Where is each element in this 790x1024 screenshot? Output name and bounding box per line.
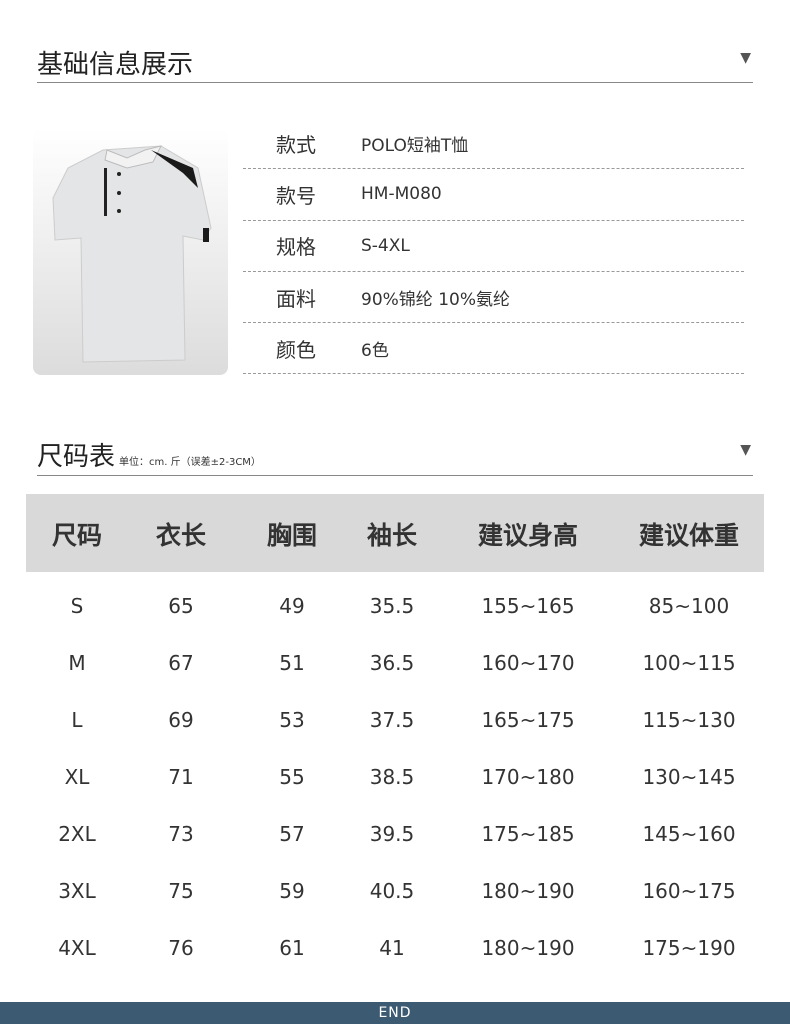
info-row: 款式 POLO短袖T恤 [243,118,744,170]
info-label: 面料 [276,286,316,311]
table-cell: 53 [279,708,305,732]
size-chart-header: 尺码表 单位：cm. 斤（误差±2-3CM） ▼ [37,436,753,476]
table-cell: XL [64,765,90,789]
product-image [33,128,228,375]
table-cell: 115~130 [642,708,736,732]
table-cell: 76 [168,936,194,960]
table-cell: 130~145 [642,765,736,789]
table-row: M 67 51 36.5 160~170 100~115 [0,651,790,681]
info-value: HM-M080 [361,184,442,205]
table-cell: 180~190 [481,936,575,960]
table-cell: 59 [279,879,305,903]
table-row: XL 71 55 38.5 170~180 130~145 [0,765,790,795]
table-cell: 4XL [58,936,96,960]
table-cell: 38.5 [369,765,415,789]
table-cell: 57 [279,822,305,846]
info-label: 颜色 [276,337,316,362]
table-cell: 170~180 [481,765,575,789]
table-cell: 75 [168,879,194,903]
table-cell: 2XL [58,822,96,846]
table-cell: 175~185 [481,822,575,846]
info-row: 款号 HM-M080 [243,169,744,221]
column-header: 建议身高 [477,521,579,550]
table-cell: 73 [168,822,194,846]
table-cell: 41 [379,936,405,960]
column-header: 衣长 [155,521,207,550]
info-row: 面料 90%锦纶 10%氨纶 [243,272,744,324]
size-table-header: 尺码 衣长 胸围 袖长 建议身高 建议体重 [26,494,764,572]
info-value: 6色 [361,340,389,361]
table-cell: 39.5 [369,822,415,846]
info-value: 90%锦纶 10%氨纶 [361,289,510,310]
table-cell: 165~175 [481,708,575,732]
info-row: 规格 S-4XL [243,221,744,272]
collapse-triangle-icon[interactable]: ▼ [740,50,751,66]
column-header: 胸围 [266,521,318,550]
column-header: 袖长 [366,521,418,550]
table-cell: S [70,594,84,618]
info-label: 款式 [276,132,316,157]
table-cell: 175~190 [642,936,736,960]
basic-info-header: 基础信息展示 ▼ [37,44,753,83]
info-value: S-4XL [361,235,410,256]
table-row: 3XL 75 59 40.5 180~190 160~175 [0,879,790,909]
table-cell: 49 [279,594,305,618]
table-cell: 65 [168,594,194,618]
table-cell: 67 [168,651,194,675]
table-row: S 65 49 35.5 155~165 85~100 [0,594,790,624]
table-cell: 35.5 [369,594,415,618]
table-cell: 37.5 [369,708,415,732]
table-cell: 160~175 [642,879,736,903]
table-row: 4XL 76 61 41 180~190 175~190 [0,936,790,966]
table-cell: 55 [279,765,305,789]
table-cell: L [71,708,83,732]
info-label: 规格 [276,235,316,260]
size-chart-title: 尺码表 [37,442,116,472]
table-cell: 85~100 [648,594,730,618]
table-cell: 100~115 [642,651,736,675]
table-cell: 51 [279,651,305,675]
table-cell: M [68,651,86,675]
table-cell: 69 [168,708,194,732]
table-cell: 3XL [58,879,96,903]
table-cell: 71 [168,765,194,789]
table-cell: 155~165 [481,594,575,618]
table-row: 2XL 73 57 39.5 175~185 145~160 [0,822,790,852]
table-cell: 180~190 [481,879,575,903]
table-row: L 69 53 37.5 165~175 115~130 [0,708,790,738]
basic-info-list: 款式 POLO短袖T恤款号 HM-M080 规格 S-4XL 面料 90%锦纶 10%氨纶颜… [243,118,744,375]
collapse-triangle-icon[interactable]: ▼ [740,442,751,458]
table-cell: 40.5 [369,879,415,903]
size-chart-unit: 单位：cm. 斤（误差±2-3CM） [119,457,261,468]
info-row: 颜色 6色 [243,323,744,375]
column-header: 尺码 [51,521,103,550]
table-cell: 61 [279,936,305,960]
end-footer: END [0,1002,790,1024]
column-header: 建议体重 [638,521,740,550]
table-cell: 36.5 [369,651,415,675]
table-cell: 145~160 [642,822,736,846]
table-cell: 160~170 [481,651,575,675]
basic-info-title: 基础信息展示 [37,50,194,80]
info-value: POLO短袖T恤 [361,135,469,156]
info-label: 款号 [276,183,316,208]
